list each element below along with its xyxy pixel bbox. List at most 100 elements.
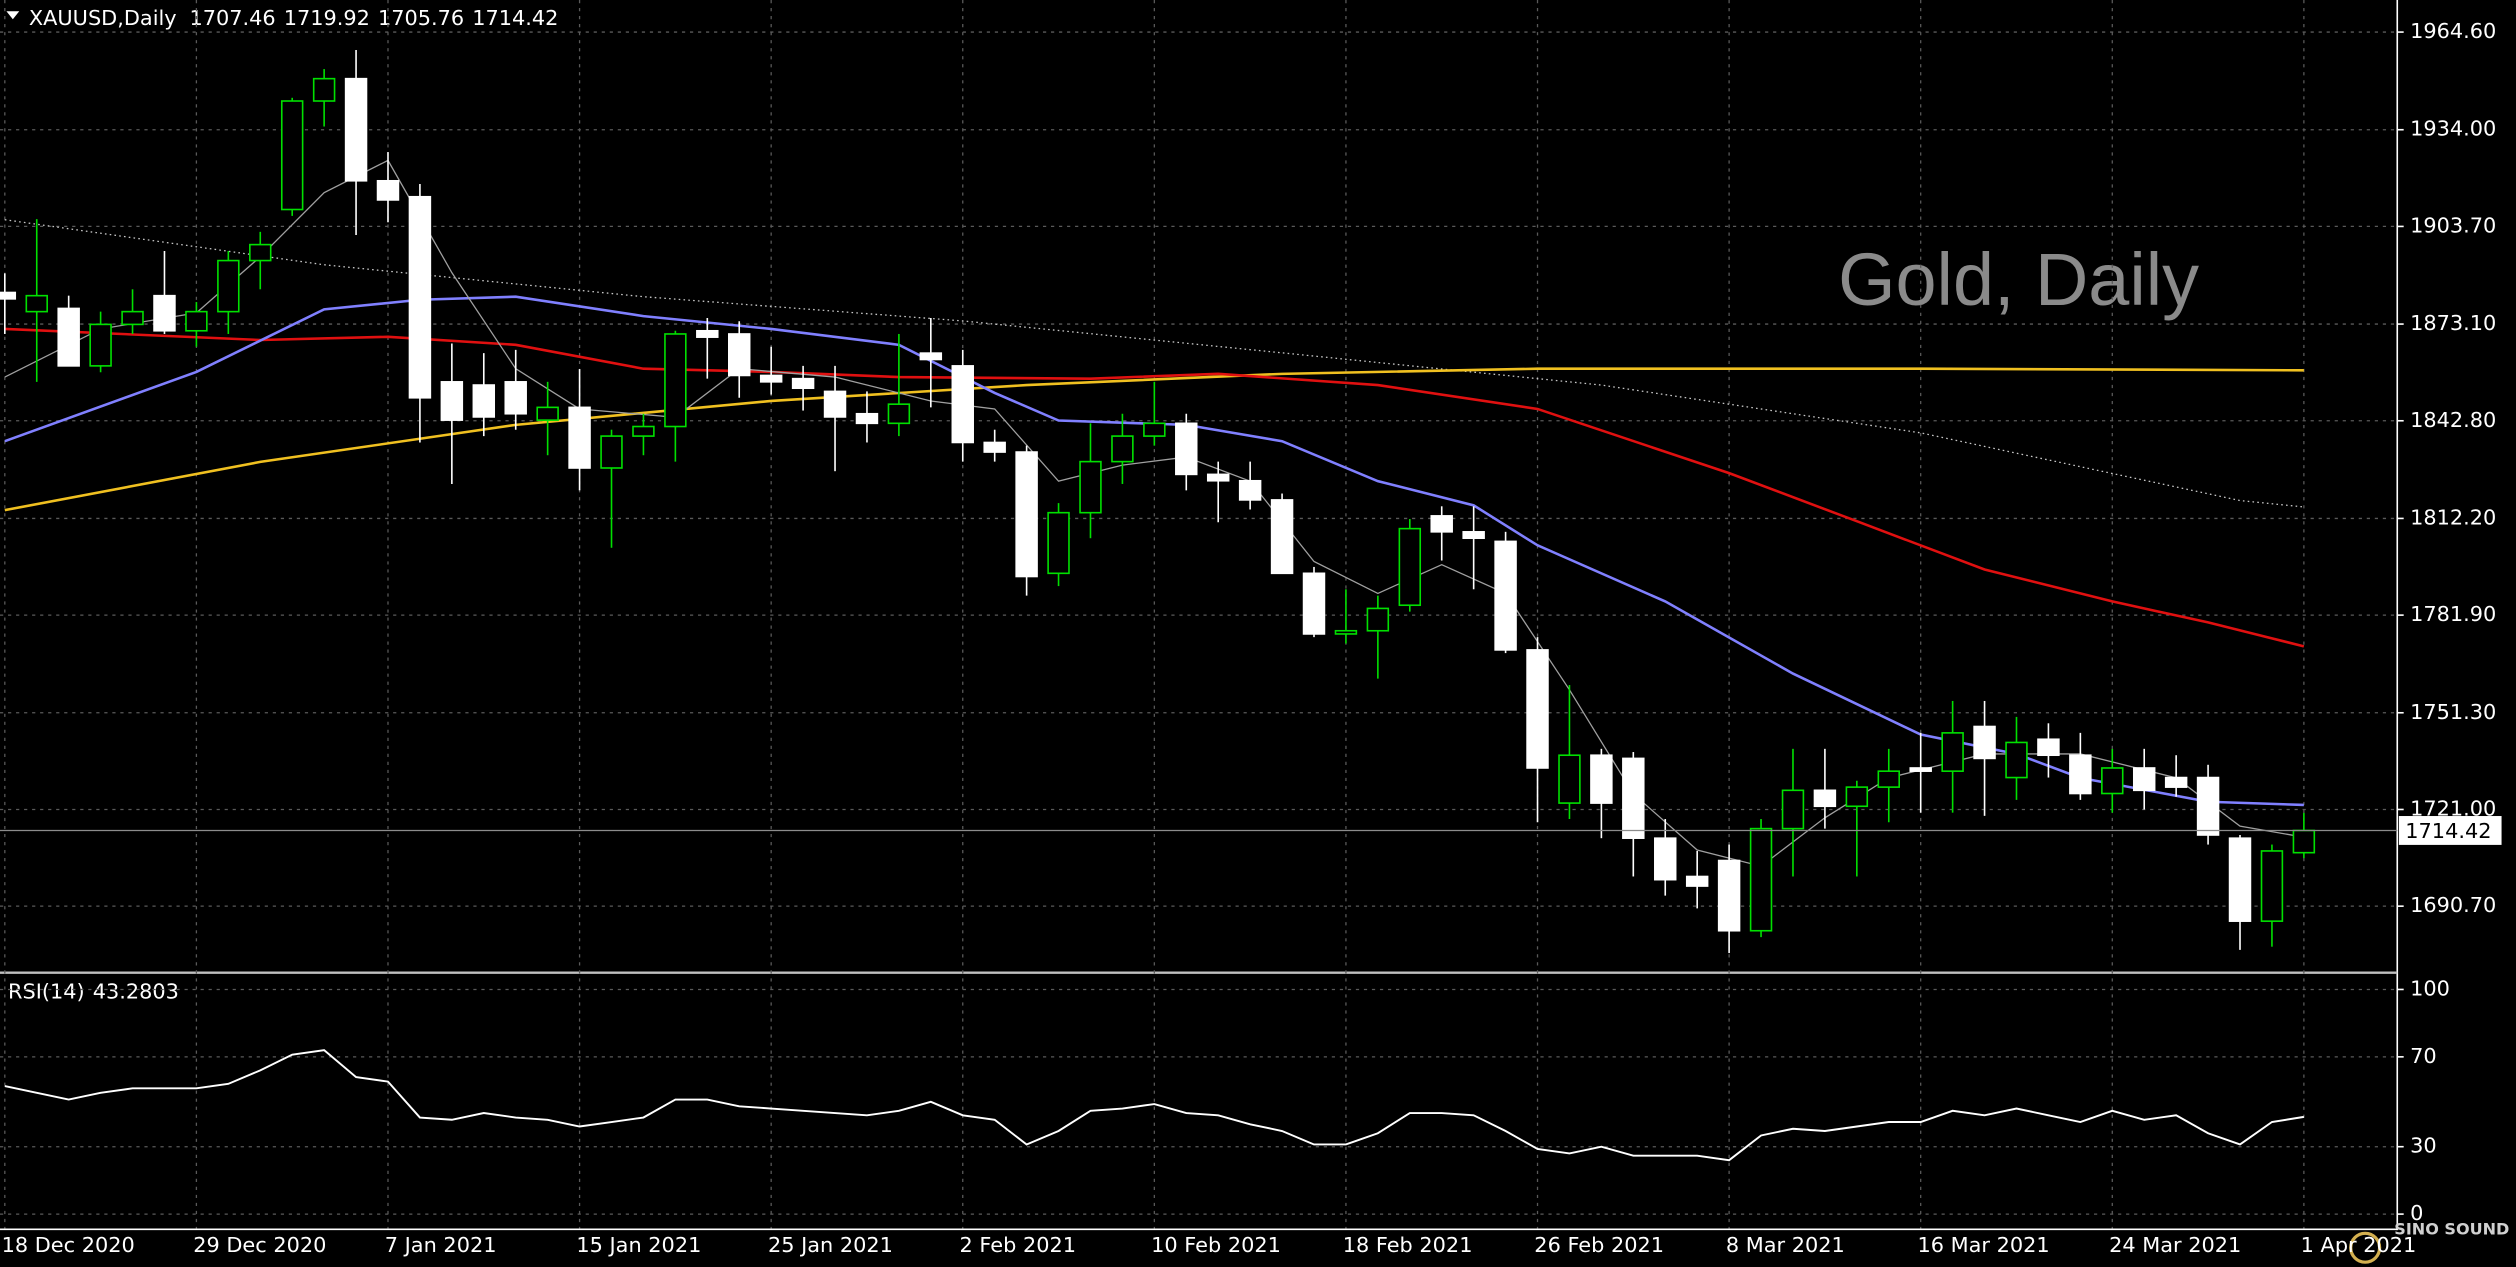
last-price-box bbox=[2398, 816, 2502, 845]
candle-body bbox=[1015, 451, 1038, 578]
candle-body bbox=[376, 179, 400, 201]
y-tick-label: 0 bbox=[2410, 1201, 2423, 1225]
candle-body bbox=[2132, 767, 2156, 792]
x-tick-label: 18 Dec 2020 bbox=[2, 1233, 135, 1257]
candle-body bbox=[249, 243, 272, 262]
candle-body bbox=[280, 100, 304, 211]
moving-average bbox=[4, 367, 2304, 512]
candle-body bbox=[1749, 827, 1773, 932]
candle-body bbox=[568, 406, 591, 469]
candle-body bbox=[0, 291, 17, 300]
moving-average bbox=[4, 295, 2304, 807]
candle-body bbox=[2005, 741, 2028, 779]
rsi-value: 43.2803 bbox=[93, 980, 179, 1004]
watermark: Gold, Daily bbox=[1838, 238, 2199, 321]
candle-body bbox=[983, 441, 1006, 453]
x-tick-label: 2 Feb 2021 bbox=[960, 1233, 1076, 1257]
candle-body bbox=[504, 381, 527, 415]
candle-body bbox=[1143, 422, 1166, 437]
y-tick-label: 70 bbox=[2410, 1044, 2437, 1068]
candle-body bbox=[121, 310, 144, 326]
y-tick-label: 1842.80 bbox=[2410, 408, 2496, 432]
candle-body bbox=[89, 323, 112, 367]
candle-body bbox=[1494, 540, 1517, 651]
y-tick-label: 100 bbox=[2410, 976, 2450, 1000]
candle-body bbox=[1781, 789, 1805, 830]
candle-body bbox=[25, 294, 48, 313]
candle-body bbox=[1526, 649, 1549, 769]
x-tick-label: 26 Feb 2021 bbox=[1534, 1233, 1664, 1257]
candle-body bbox=[1558, 754, 1581, 804]
candle-body bbox=[1909, 767, 1932, 772]
x-tick-label: 29 Dec 2020 bbox=[193, 1233, 326, 1257]
candle-body bbox=[2069, 754, 2092, 795]
candle-body bbox=[1685, 875, 1709, 887]
x-tick-label: 15 Jan 2021 bbox=[576, 1233, 701, 1257]
candle-body bbox=[1047, 511, 1070, 575]
candle-body bbox=[2196, 776, 2220, 836]
candle-body bbox=[1302, 572, 1326, 635]
candle-body bbox=[1622, 757, 1645, 839]
header-value: 1705.76 bbox=[378, 6, 464, 30]
candle-body bbox=[2260, 850, 2284, 922]
y-tick-label: 1751.30 bbox=[2410, 700, 2496, 724]
candle-body bbox=[1941, 732, 1964, 772]
y-tick-label: 1781.90 bbox=[2410, 602, 2496, 626]
candle-body bbox=[1717, 859, 1741, 932]
moving-average bbox=[4, 327, 2305, 648]
candle-body bbox=[1398, 527, 1422, 607]
candle-body bbox=[2037, 738, 2060, 757]
y-tick-label: 1812.20 bbox=[2410, 505, 2496, 529]
candle-body bbox=[1462, 531, 1485, 540]
last-price-label: 1714.42 bbox=[2405, 819, 2491, 843]
rsi-title: RSI(14) bbox=[8, 980, 85, 1004]
candle-body bbox=[855, 412, 879, 425]
candle-body bbox=[1973, 725, 1996, 760]
y-tick-label: 30 bbox=[2410, 1134, 2437, 1158]
logo-icon bbox=[2349, 1231, 2382, 1264]
header-value: 1719.92 bbox=[284, 6, 370, 30]
candle-body bbox=[2228, 837, 2252, 922]
candle-body bbox=[153, 294, 176, 332]
candle-body bbox=[1175, 422, 1198, 476]
rsi-line bbox=[4, 1049, 2305, 1162]
candle-body bbox=[664, 333, 687, 428]
logo-text: SINO SOUND bbox=[2394, 1220, 2509, 1239]
candle-body bbox=[887, 403, 911, 425]
candle-body bbox=[217, 259, 240, 313]
x-tick-label: 1 Apr 2021 bbox=[2301, 1233, 2417, 1257]
candle-body bbox=[1334, 629, 1358, 635]
candle-body bbox=[1430, 515, 1453, 533]
candle-body bbox=[536, 406, 559, 421]
candle-body bbox=[1366, 607, 1390, 632]
candle-body bbox=[728, 333, 751, 377]
x-tick-label: 8 Mar 2021 bbox=[1726, 1233, 1845, 1257]
menu-triangle[interactable] bbox=[6, 11, 20, 20]
candle-body bbox=[632, 425, 655, 437]
candle-body bbox=[472, 384, 496, 418]
candle-body bbox=[1845, 786, 1869, 808]
candle-body bbox=[951, 365, 974, 444]
candle-body bbox=[1111, 435, 1134, 463]
x-tick-label: 16 Mar 2021 bbox=[1917, 1233, 2049, 1257]
candle-body bbox=[919, 352, 943, 361]
candle-body bbox=[1877, 770, 1900, 788]
x-tick-label: 7 Jan 2021 bbox=[385, 1233, 497, 1257]
candle-body bbox=[344, 77, 368, 182]
candle-body bbox=[57, 307, 80, 367]
candle-body bbox=[1206, 473, 1230, 482]
x-tick-label: 18 Feb 2021 bbox=[1343, 1233, 1473, 1257]
symbol-label: XAUUSD,Daily bbox=[29, 6, 177, 30]
candle-body bbox=[408, 195, 432, 399]
candle-body bbox=[185, 310, 208, 332]
y-tick-label: 1873.10 bbox=[2410, 311, 2496, 335]
candle-body bbox=[1590, 754, 1613, 804]
y-tick-label: 1934.00 bbox=[2410, 117, 2496, 141]
y-tick-label: 1721.00 bbox=[2410, 796, 2496, 820]
candle-body bbox=[791, 377, 815, 390]
y-tick-label: 1903.70 bbox=[2410, 213, 2496, 237]
candle-body bbox=[696, 329, 719, 338]
x-tick-label: 10 Feb 2021 bbox=[1151, 1233, 1281, 1257]
candle-body bbox=[2101, 767, 2124, 795]
